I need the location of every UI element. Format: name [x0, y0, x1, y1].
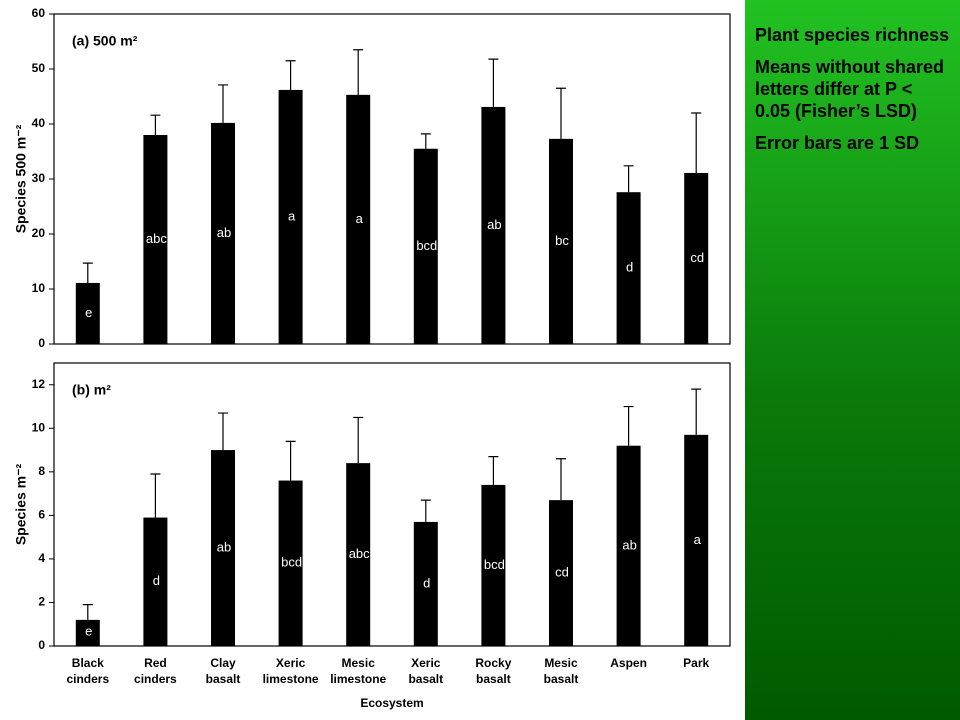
error-bar	[488, 456, 499, 485]
significance-letter: cd	[690, 250, 704, 265]
y-axis-label: Species 500 m⁻²	[13, 124, 29, 233]
y-tick-label: 30	[32, 171, 46, 185]
x-tick-label: Aspen	[610, 656, 647, 670]
error-bar	[218, 84, 228, 123]
significance-letter: a	[356, 211, 364, 226]
x-axis-label: Ecosystem	[360, 696, 423, 710]
significance-letter: cd	[555, 565, 569, 580]
bar	[481, 484, 506, 646]
y-tick-label: 0	[38, 336, 45, 350]
significance-letter: abc	[146, 231, 167, 246]
bar	[549, 500, 573, 646]
error-bar	[285, 440, 296, 481]
error-bar	[82, 604, 93, 620]
bar	[143, 517, 168, 646]
significance-letter: abc	[349, 546, 370, 561]
note: Plant species richness	[755, 25, 950, 45]
x-tick-label: Mesic basalt	[544, 656, 579, 686]
x-tick-label: Red cinders	[134, 656, 177, 686]
plot-frame	[53, 362, 731, 647]
chart-title: (a) 500 m²	[72, 33, 138, 49]
x-tick-label: Black cinders	[66, 656, 109, 686]
error-bar	[353, 416, 364, 464]
significance-letter: d	[153, 573, 160, 588]
error-bar	[353, 49, 364, 95]
error-bar	[150, 114, 161, 135]
significance-letter: e	[85, 305, 92, 320]
y-tick-label: 10	[32, 420, 46, 434]
bar	[346, 94, 371, 344]
error-bar	[82, 262, 93, 283]
significance-letter: bcd	[281, 555, 302, 570]
significance-letter: ab	[217, 225, 231, 240]
error-bar	[420, 499, 431, 522]
x-tick-label: Xeric limestone	[263, 656, 319, 686]
error-bar	[623, 165, 634, 193]
y-tick-label: 10	[32, 281, 46, 295]
error-bar	[556, 87, 566, 139]
bar	[684, 172, 709, 344]
bar	[211, 122, 235, 345]
bar	[211, 450, 235, 646]
bar	[616, 192, 641, 344]
significance-letter: d	[626, 260, 633, 275]
significance-letter: bcd	[484, 557, 505, 572]
note: Error bars are 1 SD	[755, 133, 920, 153]
error-bar	[285, 60, 296, 90]
bar	[346, 463, 371, 646]
y-tick-label: 50	[32, 61, 46, 75]
error-bar	[623, 405, 634, 446]
x-tick-label: Xeric basalt	[408, 656, 443, 686]
significance-letter: a	[288, 208, 296, 223]
error-bar	[488, 58, 499, 107]
chart-title: (b) m²	[72, 382, 111, 398]
y-tick-label: 12	[32, 377, 46, 391]
significance-letter: bc	[555, 233, 569, 248]
x-tick-label: Rocky basalt	[475, 656, 511, 686]
significance-letter: bcd	[416, 238, 437, 253]
y-tick-label: 0	[38, 638, 45, 652]
bar	[481, 106, 506, 344]
bar	[549, 138, 573, 344]
error-bar	[218, 412, 228, 451]
y-tick-label: 60	[32, 6, 46, 20]
x-tick-label: Clay basalt	[206, 656, 241, 686]
significance-letter: ab	[622, 537, 636, 552]
y-tick-label: 4	[38, 551, 45, 565]
x-tick-label: Mesic limestone	[330, 656, 386, 686]
significance-letter: e	[85, 623, 92, 638]
significance-letter: ab	[217, 539, 231, 554]
y-tick-label: 8	[38, 464, 45, 478]
bar	[143, 135, 168, 344]
y-tick-label: 40	[32, 116, 46, 130]
bar	[278, 89, 303, 345]
y-tick-label: 2	[38, 595, 45, 609]
significance-letter: a	[694, 532, 702, 547]
note: Means without shared letters differ at P…	[755, 57, 945, 121]
y-tick-label: 20	[32, 226, 46, 240]
significance-letter: ab	[487, 217, 501, 232]
error-bar	[556, 458, 566, 501]
sidebar: Plant species richness Means without shar…	[745, 0, 960, 720]
error-bar	[420, 133, 431, 149]
bar	[75, 282, 100, 344]
error-bar	[150, 473, 161, 518]
bar	[684, 434, 709, 646]
y-tick-label: 6	[38, 508, 45, 522]
error-bar	[691, 112, 702, 173]
bar	[75, 619, 100, 646]
y-axis-label: Species m⁻²	[13, 464, 29, 546]
x-tick-label: Park	[683, 656, 709, 670]
significance-letter: d	[423, 575, 430, 590]
bar	[413, 521, 438, 646]
bar	[616, 445, 641, 646]
error-bar	[691, 388, 702, 435]
bar	[278, 480, 303, 646]
bar	[413, 148, 438, 344]
